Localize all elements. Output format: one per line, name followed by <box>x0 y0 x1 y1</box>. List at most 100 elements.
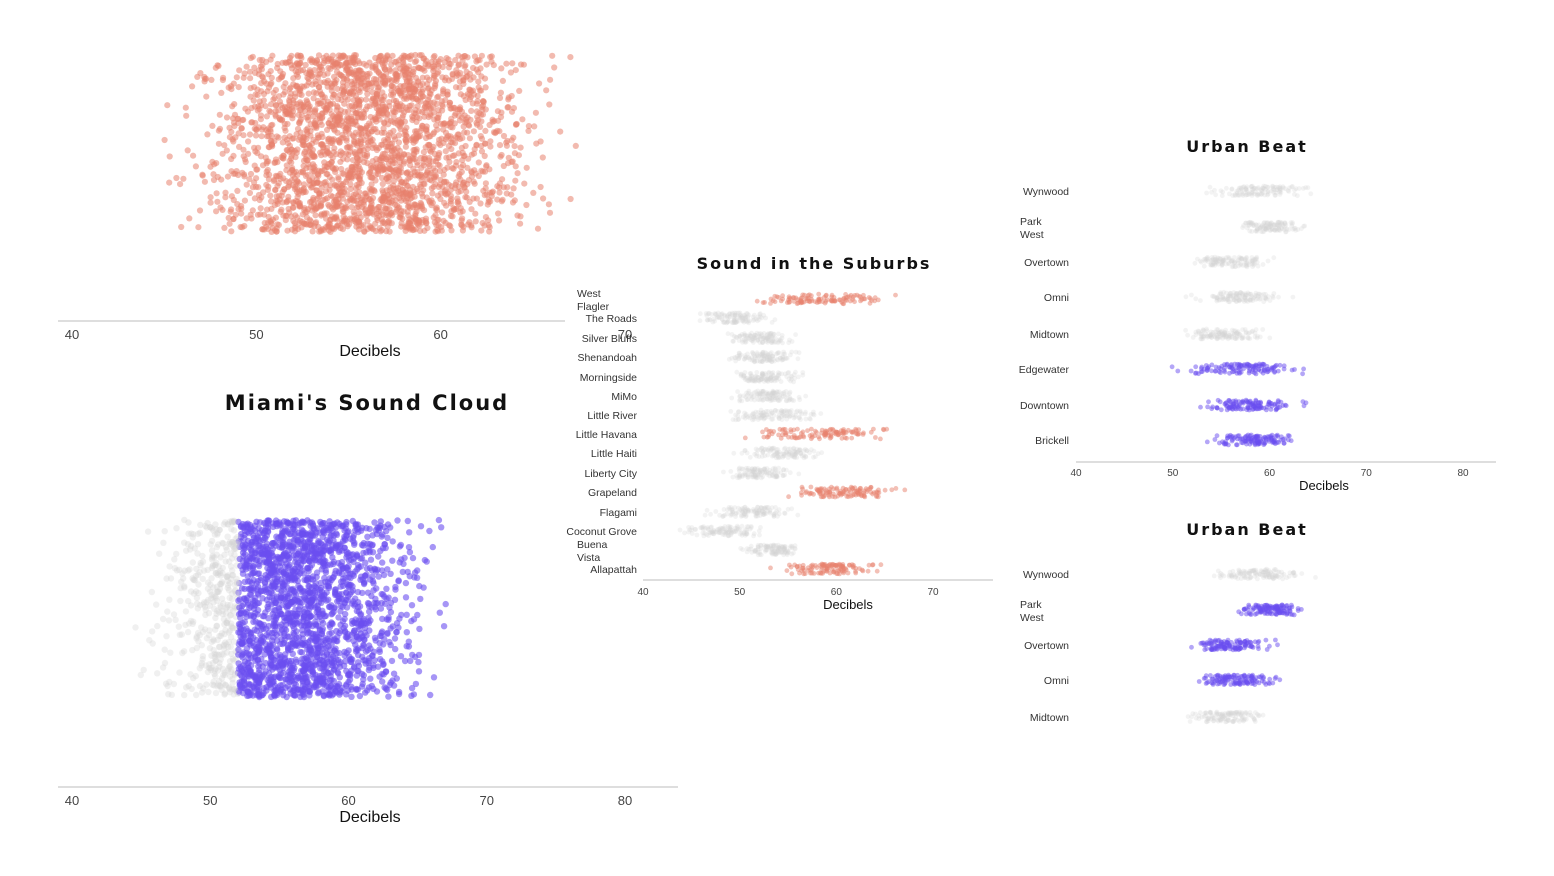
point <box>451 120 458 127</box>
point <box>383 616 390 623</box>
point <box>265 158 272 165</box>
point <box>343 649 350 657</box>
point <box>476 57 483 64</box>
point <box>290 112 297 119</box>
point <box>267 662 275 669</box>
point <box>284 140 292 147</box>
point <box>409 183 416 191</box>
point <box>378 599 385 607</box>
point <box>403 77 410 85</box>
point <box>245 138 252 145</box>
point <box>252 132 260 139</box>
point <box>394 517 401 524</box>
point <box>523 164 530 171</box>
point <box>320 98 327 105</box>
point <box>229 624 237 632</box>
point <box>534 225 542 232</box>
point <box>328 123 335 130</box>
point <box>379 163 386 171</box>
point <box>408 217 415 224</box>
point <box>412 653 419 661</box>
point <box>320 645 327 652</box>
point <box>248 550 255 557</box>
point <box>161 646 168 653</box>
point <box>455 150 462 157</box>
point <box>358 169 365 176</box>
point <box>166 179 173 186</box>
point <box>482 180 489 187</box>
point <box>380 96 387 103</box>
point <box>244 573 251 580</box>
point <box>436 609 443 616</box>
point <box>339 185 346 192</box>
point <box>200 628 207 636</box>
point <box>255 144 262 151</box>
point <box>372 98 379 105</box>
point <box>167 649 174 656</box>
point <box>293 188 301 196</box>
point <box>218 580 226 587</box>
point <box>532 109 540 116</box>
point <box>288 52 295 59</box>
point <box>263 113 270 120</box>
point <box>430 158 437 165</box>
point <box>230 196 237 204</box>
point <box>473 108 480 115</box>
point <box>464 129 471 136</box>
point <box>173 550 180 558</box>
point <box>360 108 367 115</box>
point <box>462 62 469 69</box>
point <box>357 194 365 202</box>
point <box>497 113 505 121</box>
point <box>456 84 463 91</box>
point <box>290 587 298 595</box>
point <box>361 228 368 235</box>
point <box>318 200 325 207</box>
point <box>326 579 333 586</box>
point <box>182 104 189 111</box>
point <box>281 186 288 193</box>
point <box>316 88 324 95</box>
point <box>355 623 362 630</box>
point <box>448 196 455 203</box>
point <box>345 678 352 686</box>
point <box>227 606 234 613</box>
point <box>291 219 298 227</box>
point <box>512 67 519 74</box>
point <box>396 170 403 177</box>
point <box>372 116 379 123</box>
point <box>443 202 450 209</box>
point <box>240 116 247 123</box>
point <box>204 131 211 138</box>
point <box>254 166 261 173</box>
point <box>299 627 306 634</box>
point <box>539 154 546 161</box>
point <box>267 68 274 75</box>
point <box>315 52 323 59</box>
point <box>403 629 410 636</box>
point <box>312 604 319 611</box>
point <box>509 60 516 67</box>
point <box>495 210 502 217</box>
point <box>269 678 277 686</box>
point <box>325 539 333 547</box>
point <box>424 130 431 138</box>
point <box>384 521 392 528</box>
point <box>369 63 376 70</box>
point <box>311 107 319 114</box>
point <box>494 127 501 134</box>
point <box>351 541 358 548</box>
point <box>309 668 316 675</box>
point <box>366 137 373 144</box>
point <box>331 201 338 209</box>
point <box>403 182 410 189</box>
point <box>386 56 393 63</box>
point <box>253 586 261 593</box>
point <box>514 170 521 177</box>
point <box>363 549 370 556</box>
point <box>271 176 278 183</box>
point <box>230 152 237 159</box>
point <box>395 688 403 696</box>
point <box>235 84 242 91</box>
point <box>215 609 223 616</box>
